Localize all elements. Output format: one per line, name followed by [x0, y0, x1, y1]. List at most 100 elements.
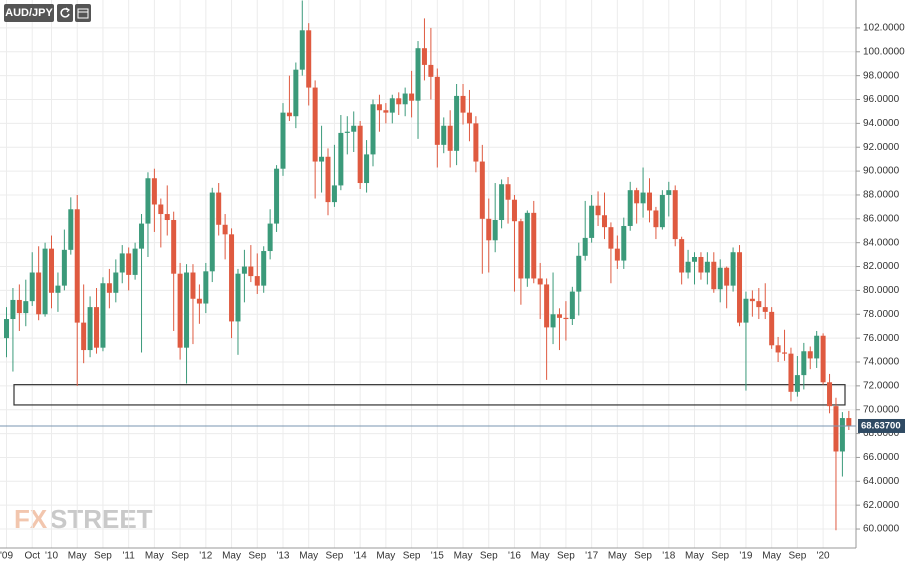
candle-body [280, 112, 286, 169]
y-tick-label: 70.0000 [863, 404, 900, 415]
candle-body [794, 375, 800, 392]
candle-body [81, 322, 87, 351]
x-tick-label: '15 [431, 551, 444, 562]
x-tick-label: '16 [508, 551, 521, 562]
candle-body [428, 64, 434, 77]
last-price-tag [858, 418, 905, 433]
candle-body [466, 112, 472, 124]
candle-body [106, 283, 112, 293]
y-tick-label: 88.0000 [863, 190, 900, 201]
candle-body [627, 190, 633, 226]
y-tick-label: 60.0000 [863, 524, 900, 535]
x-tick-label: Sep [94, 551, 112, 562]
x-tick-label: Sep [557, 551, 575, 562]
candle-body [441, 125, 447, 145]
x-tick-label: Sep [480, 551, 498, 562]
candle-body [29, 272, 35, 302]
x-tick-label: May [68, 551, 87, 562]
candle-body [49, 248, 55, 293]
candle-body [383, 110, 389, 113]
candle-body [698, 256, 704, 273]
candle-body [569, 291, 575, 320]
candle-body [492, 220, 498, 241]
candle-body [782, 352, 788, 354]
candle-body [814, 335, 820, 359]
x-tick-label: May [145, 551, 164, 562]
candle-body [531, 212, 537, 279]
candle-body [229, 234, 235, 322]
candle-body [299, 30, 305, 70]
candle-body [100, 283, 106, 348]
y-tick-label: 86.0000 [863, 213, 900, 224]
candle-body [666, 190, 672, 195]
candle-body [775, 345, 781, 353]
candle-body [621, 225, 627, 261]
candle-body [486, 218, 492, 241]
x-tick-label: Sep [326, 551, 344, 562]
candle-body [595, 205, 601, 216]
candle-body [235, 273, 241, 322]
x-tick-label: '19 [739, 551, 752, 562]
candle-body [68, 209, 74, 250]
candle-body [608, 227, 614, 249]
candle-body [132, 248, 138, 275]
candle-body [216, 192, 222, 225]
candle-body [518, 221, 524, 279]
candle-body [499, 184, 505, 221]
y-tick-label: 64.0000 [863, 476, 900, 487]
y-tick-label: 84.0000 [863, 237, 900, 248]
candle-body [203, 271, 209, 304]
candle-body [119, 253, 125, 273]
candle-body [370, 104, 376, 155]
candle-body [344, 131, 350, 133]
candle-body [737, 252, 743, 323]
calendar-button[interactable] [75, 4, 91, 22]
candle-body [647, 192, 652, 211]
candle-body [788, 353, 794, 392]
candle-body [421, 48, 427, 65]
candle-body [145, 178, 151, 224]
y-tick-label: 68.0000 [863, 428, 900, 439]
candle-body [640, 192, 646, 204]
y-tick-label: 76.0000 [863, 333, 900, 344]
y-tick-label: 100.0000 [863, 46, 905, 57]
x-tick-label: May [222, 551, 241, 562]
candle-body [692, 256, 698, 262]
candle-body [679, 239, 685, 273]
candle-body [589, 205, 595, 238]
y-tick-label: 74.0000 [863, 357, 900, 368]
candle-body [87, 307, 93, 351]
candle-body [447, 125, 453, 151]
candle-body [524, 212, 530, 279]
x-tick-label: May [608, 551, 627, 562]
candle-body [177, 273, 183, 348]
candle-body [389, 98, 395, 113]
candle-body [415, 48, 421, 101]
y-tick-label: 62.0000 [863, 500, 900, 511]
zone-box [13, 384, 846, 406]
x-tick-label: Sep [248, 551, 266, 562]
y-tick-label: 98.0000 [863, 70, 900, 81]
candle-body [306, 30, 312, 88]
candle-body [184, 272, 190, 348]
y-tick-label: 102.0000 [863, 23, 905, 34]
candle-body [704, 261, 710, 273]
candle-body [376, 104, 382, 111]
refresh-button[interactable] [57, 4, 73, 22]
candle-body [717, 267, 723, 290]
candle-body [653, 210, 659, 228]
candle-body [711, 261, 717, 290]
candle-body [325, 156, 331, 203]
candle-body [756, 301, 762, 308]
candle-body [312, 87, 318, 162]
candle-body [820, 335, 826, 383]
candle-body [659, 194, 665, 228]
candle-body [672, 190, 678, 240]
candle-body [807, 351, 813, 359]
candle-body [730, 252, 736, 286]
symbol-button[interactable]: AUD/JPY [4, 4, 54, 22]
x-tick-label: '17 [585, 551, 598, 562]
x-tick-label: May [531, 551, 550, 562]
candle-body [473, 123, 479, 162]
candle-body [351, 125, 357, 132]
